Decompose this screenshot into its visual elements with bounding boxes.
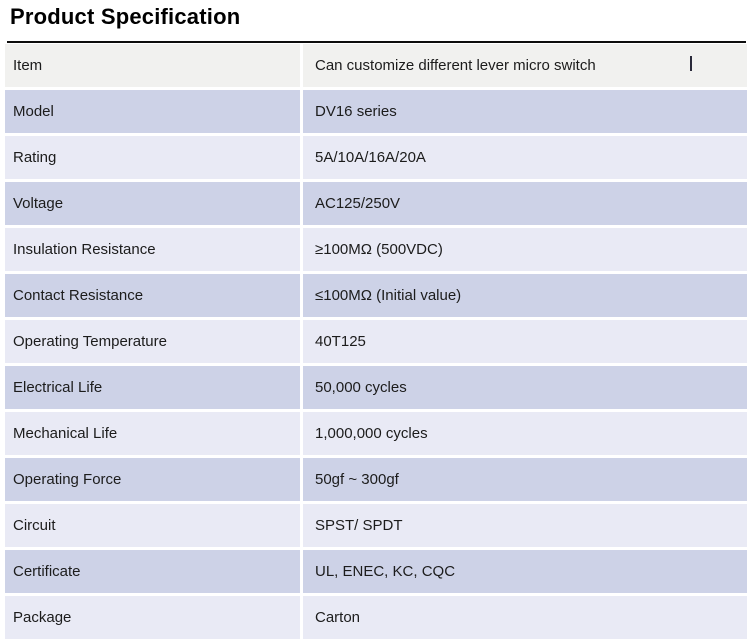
row-value: ≤100MΩ (Initial value) (303, 274, 747, 317)
row-label: Operating Force (5, 458, 300, 501)
row-value: AC125/250V (303, 182, 747, 225)
table-row: Rating 5A/10A/16A/20A (5, 136, 747, 179)
row-label: Certificate (5, 550, 300, 593)
text-cursor (690, 56, 692, 71)
row-label: Contact Resistance (5, 274, 300, 317)
row-value: 50,000 cycles (303, 366, 747, 409)
column-divider (300, 228, 303, 271)
column-divider (300, 274, 303, 317)
table-row: Mechanical Life 1,000,000 cycles (5, 412, 747, 455)
row-value: 40T125 (303, 320, 747, 363)
page-title: Product Specification (10, 4, 241, 29)
column-divider (300, 504, 303, 547)
table-row: Insulation Resistance ≥100MΩ (500VDC) (5, 228, 747, 271)
row-value: ≥100MΩ (500VDC) (303, 228, 747, 271)
table-row: Operating Temperature 40T125 (5, 320, 747, 363)
row-value: 1,000,000 cycles (303, 412, 747, 455)
row-value: 50gf ~ 300gf (303, 458, 747, 501)
table-row: Package Carton (5, 596, 747, 639)
column-divider (300, 458, 303, 501)
row-label: Operating Temperature (5, 320, 300, 363)
row-value: 5A/10A/16A/20A (303, 136, 747, 179)
row-value: UL, ENEC, KC, CQC (303, 550, 747, 593)
column-divider (300, 320, 303, 363)
column-divider (300, 550, 303, 593)
title-divider-rule (7, 41, 746, 43)
row-label: Rating (5, 136, 300, 179)
column-divider (300, 44, 303, 87)
column-divider (300, 412, 303, 455)
table-row: Certificate UL, ENEC, KC, CQC (5, 550, 747, 593)
table-row: Voltage AC125/250V (5, 182, 747, 225)
row-value: Can customize different lever micro swit… (303, 44, 747, 87)
row-label: Model (5, 90, 300, 133)
row-label: Electrical Life (5, 366, 300, 409)
column-divider (300, 596, 303, 639)
column-divider (300, 182, 303, 225)
row-value: Carton (303, 596, 747, 639)
row-label: Voltage (5, 182, 300, 225)
row-label: Package (5, 596, 300, 639)
row-label: Insulation Resistance (5, 228, 300, 271)
table-row: Operating Force 50gf ~ 300gf (5, 458, 747, 501)
row-label: Item (5, 44, 300, 87)
column-divider (300, 90, 303, 133)
spec-table: Item Can customize different lever micro … (5, 44, 747, 642)
table-row: Contact Resistance ≤100MΩ (Initial value) (5, 274, 747, 317)
table-row: Circuit SPST/ SPDT (5, 504, 747, 547)
table-row: Model DV16 series (5, 90, 747, 133)
column-divider (300, 366, 303, 409)
table-row: Item Can customize different lever micro … (5, 44, 747, 87)
table-row: Electrical Life 50,000 cycles (5, 366, 747, 409)
column-divider (300, 136, 303, 179)
row-value: SPST/ SPDT (303, 504, 747, 547)
row-label: Circuit (5, 504, 300, 547)
row-label: Mechanical Life (5, 412, 300, 455)
row-value: DV16 series (303, 90, 747, 133)
